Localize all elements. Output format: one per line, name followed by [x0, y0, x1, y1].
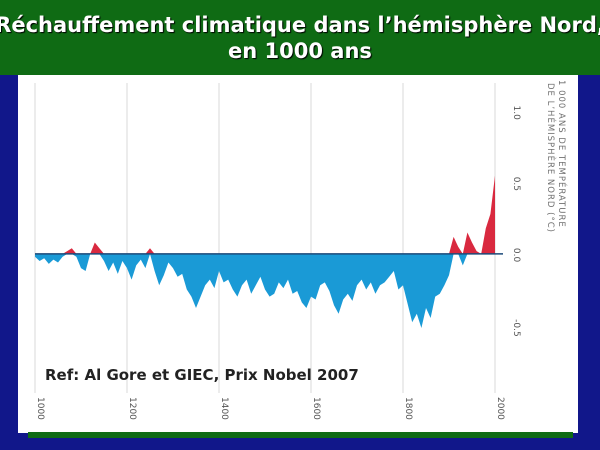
y-axis-label-line-1: 1 000 ANS DE TEMPÉRATURE [556, 80, 568, 228]
y-tick-label-1: 0.5 [511, 177, 521, 191]
x-tick-label-1400: 1400 [219, 397, 229, 420]
y-axis-label-line-2: DE L’HÉMISPHÈRE NORD (°C) [545, 83, 557, 233]
x-tick-label-1000: 1000 [35, 397, 45, 420]
title-bar: Réchauffement climatique dans l’hémisphè… [0, 0, 600, 75]
temperature-chart: 1000 1200 1400 1600 1800 2000 1.0 0.5 0.0 -0.5 1… [34, 80, 568, 420]
slide-title-line-2: en 1000 ans [228, 38, 372, 63]
y-tick-label-2: 0.0 [511, 248, 521, 263]
y-tick-labels: 1.0 0.5 0.0 -0.5 [511, 105, 521, 336]
bottom-bar [28, 432, 573, 438]
positive-anomaly-area [35, 175, 495, 254]
x-tick-labels: 1000 1200 1400 1600 1800 2000 [35, 397, 505, 420]
chart-panel: 1000 1200 1400 1600 1800 2000 1.0 0.5 0.0 -0.5 1… [18, 75, 578, 433]
grid-lines [34, 83, 496, 393]
y-tick-label-0: 1.0 [511, 105, 521, 120]
reference-note: Ref: Al Gore et GIEC, Prix Nobel 2007 [45, 366, 359, 384]
x-tick-label-1800: 1800 [403, 397, 413, 420]
x-tick-label-1200: 1200 [127, 397, 137, 420]
x-tick-label-2000: 2000 [495, 397, 505, 420]
y-tick-label-3: -0.5 [511, 319, 521, 337]
negative-anomaly-area [35, 253, 495, 328]
slide-title-line-1: Réchauffement climatique dans l’hémisphè… [0, 12, 600, 37]
x-tick-label-1600: 1600 [311, 397, 321, 420]
